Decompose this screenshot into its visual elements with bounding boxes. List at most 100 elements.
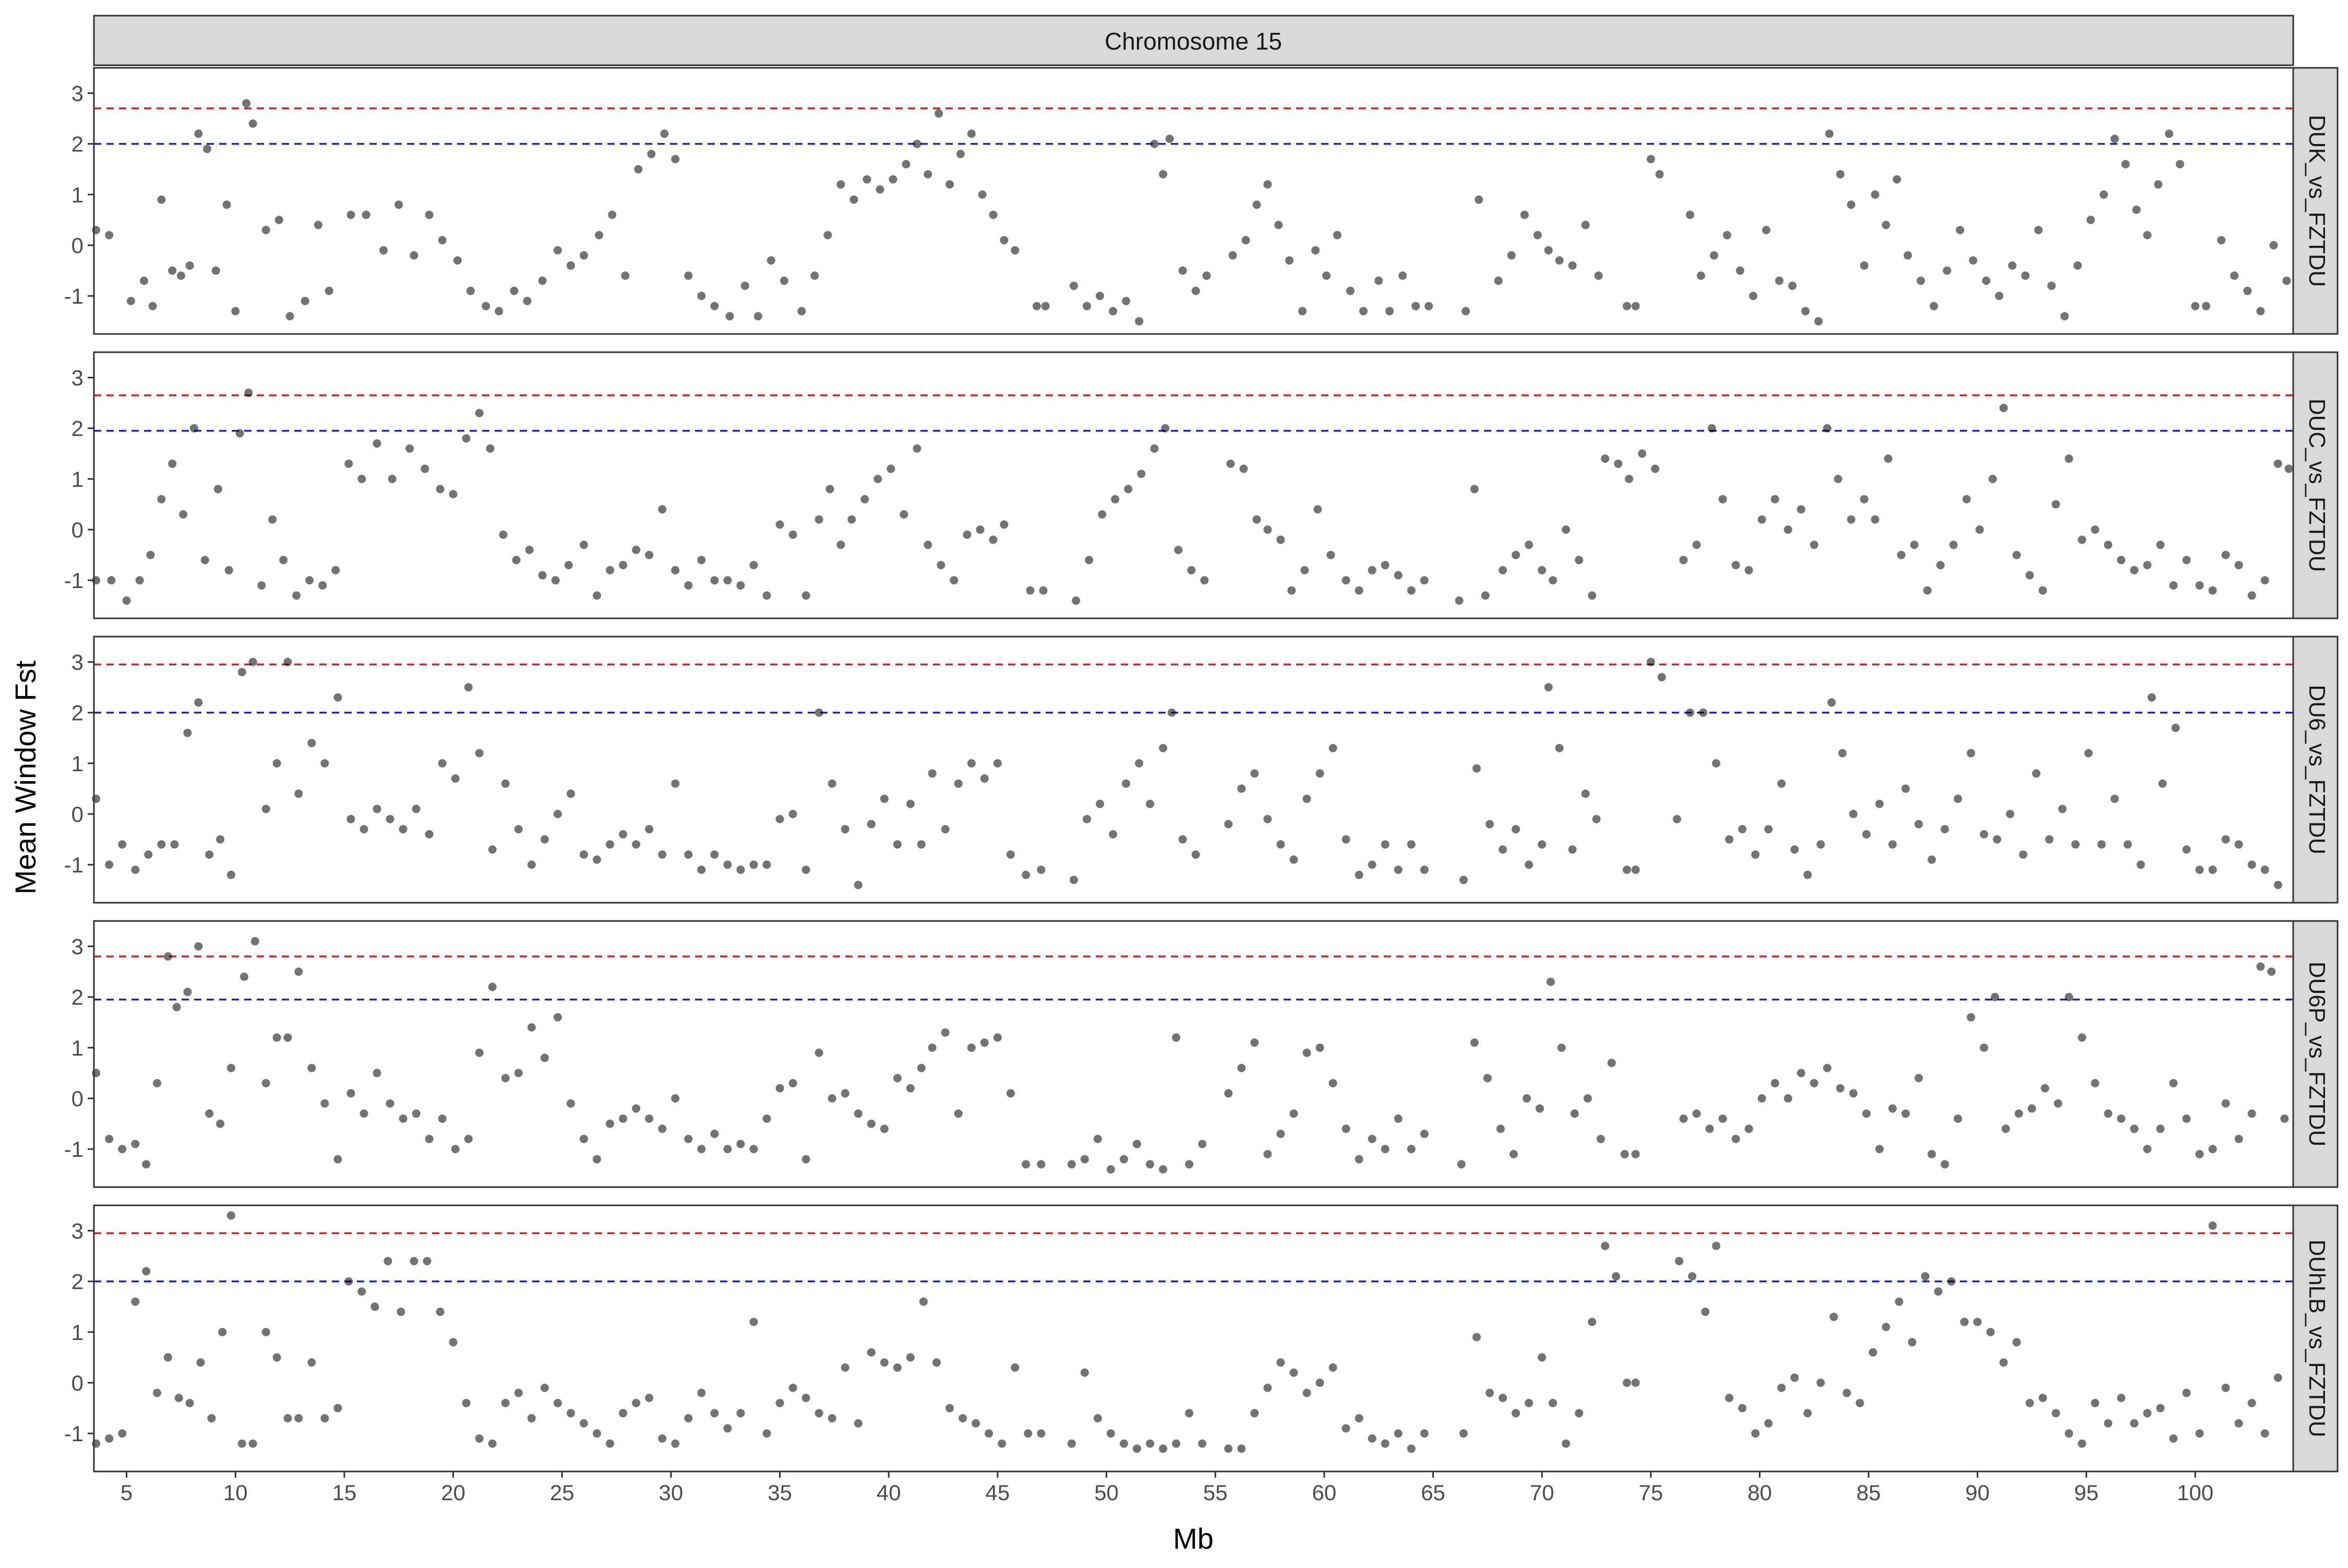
data-point xyxy=(710,1130,719,1138)
data-point xyxy=(1601,1241,1610,1250)
y-tick-label: 0 xyxy=(71,233,83,258)
data-point xyxy=(1381,1439,1389,1448)
x-tick-label: 100 xyxy=(2177,1480,2213,1505)
data-point xyxy=(1973,1318,1982,1326)
data-point xyxy=(632,545,641,554)
data-point xyxy=(801,1155,810,1164)
data-point xyxy=(1159,1444,1168,1453)
data-point xyxy=(913,139,921,148)
data-point xyxy=(438,759,447,768)
data-point xyxy=(566,789,575,798)
data-point xyxy=(1980,830,1988,839)
data-point xyxy=(1237,1444,1246,1453)
data-point xyxy=(301,296,309,305)
data-point xyxy=(1315,1379,1324,1387)
y-tick-label: 0 xyxy=(71,1086,83,1111)
data-points xyxy=(92,99,2293,1453)
data-point xyxy=(723,576,732,585)
data-point xyxy=(1022,870,1031,879)
data-point xyxy=(203,145,212,153)
data-point xyxy=(1999,403,2008,412)
data-point xyxy=(697,556,706,565)
data-point xyxy=(606,1439,615,1448)
data-point xyxy=(1930,302,1938,310)
data-point xyxy=(1775,277,1784,285)
data-point xyxy=(1085,556,1094,565)
data-point xyxy=(373,439,381,448)
data-point xyxy=(2117,1114,2126,1123)
data-point xyxy=(218,1327,227,1336)
data-point xyxy=(1538,1353,1547,1362)
data-point xyxy=(1368,1134,1376,1143)
data-point xyxy=(1954,794,1962,803)
data-point xyxy=(344,1277,353,1286)
data-point xyxy=(2208,1221,2217,1230)
data-point xyxy=(1326,550,1335,559)
data-point xyxy=(1096,799,1105,808)
data-point xyxy=(595,231,604,240)
data-point xyxy=(1346,286,1355,295)
data-point xyxy=(2195,1429,2204,1438)
data-point xyxy=(762,1114,771,1123)
data-point xyxy=(279,556,288,565)
data-point xyxy=(1810,541,1818,549)
data-point xyxy=(294,789,303,798)
data-point xyxy=(2182,1114,2191,1123)
data-point xyxy=(2202,302,2211,310)
data-point xyxy=(1862,1109,1871,1118)
data-point xyxy=(305,576,314,585)
data-point xyxy=(1198,1439,1207,1448)
data-point xyxy=(893,1363,902,1372)
data-point xyxy=(1692,1109,1701,1118)
data-point xyxy=(318,581,327,590)
data-point xyxy=(2012,1338,2021,1347)
data-point xyxy=(2195,865,2204,874)
data-point xyxy=(928,769,937,778)
data-point xyxy=(684,1134,693,1143)
data-point xyxy=(1836,170,1844,178)
data-point xyxy=(2028,1104,2036,1113)
data-point xyxy=(941,825,950,834)
data-point xyxy=(346,210,355,219)
data-point xyxy=(684,271,693,280)
data-point xyxy=(919,1297,928,1306)
data-point xyxy=(425,830,434,839)
data-point xyxy=(168,459,177,468)
data-point xyxy=(1509,1150,1518,1158)
data-point xyxy=(1675,1256,1684,1265)
data-point xyxy=(314,221,322,230)
data-point xyxy=(294,1414,303,1422)
data-point xyxy=(723,1424,732,1433)
x-tick-label: 35 xyxy=(768,1480,792,1505)
data-point xyxy=(1525,860,1534,869)
data-point xyxy=(2117,556,2126,565)
data-point xyxy=(902,160,911,169)
data-point xyxy=(1525,1398,1534,1407)
data-point xyxy=(2054,1099,2063,1108)
facet-label: DU6P_vs_FZTDU xyxy=(2304,962,2330,1147)
data-point xyxy=(438,1114,447,1123)
data-point xyxy=(488,845,497,854)
data-point xyxy=(1999,1358,2008,1367)
y-tick-label: 1 xyxy=(71,467,83,492)
data-point xyxy=(780,277,788,285)
data-point xyxy=(1738,825,1747,834)
data-point xyxy=(2169,1434,2178,1443)
panel-background xyxy=(94,352,2293,618)
data-point xyxy=(205,850,214,859)
data-point xyxy=(645,825,654,834)
data-point xyxy=(956,150,965,159)
data-point xyxy=(963,530,972,539)
data-point xyxy=(2256,307,2265,316)
data-point xyxy=(1827,698,1836,707)
data-point xyxy=(1483,1074,1492,1083)
data-point xyxy=(1679,1114,1688,1123)
data-point xyxy=(658,505,667,514)
data-point xyxy=(606,840,615,849)
data-point xyxy=(157,495,166,504)
data-point xyxy=(1823,1063,1831,1072)
data-point xyxy=(1276,1130,1285,1138)
data-point xyxy=(736,581,745,590)
data-point xyxy=(867,1348,876,1357)
data-point xyxy=(1080,1368,1089,1377)
